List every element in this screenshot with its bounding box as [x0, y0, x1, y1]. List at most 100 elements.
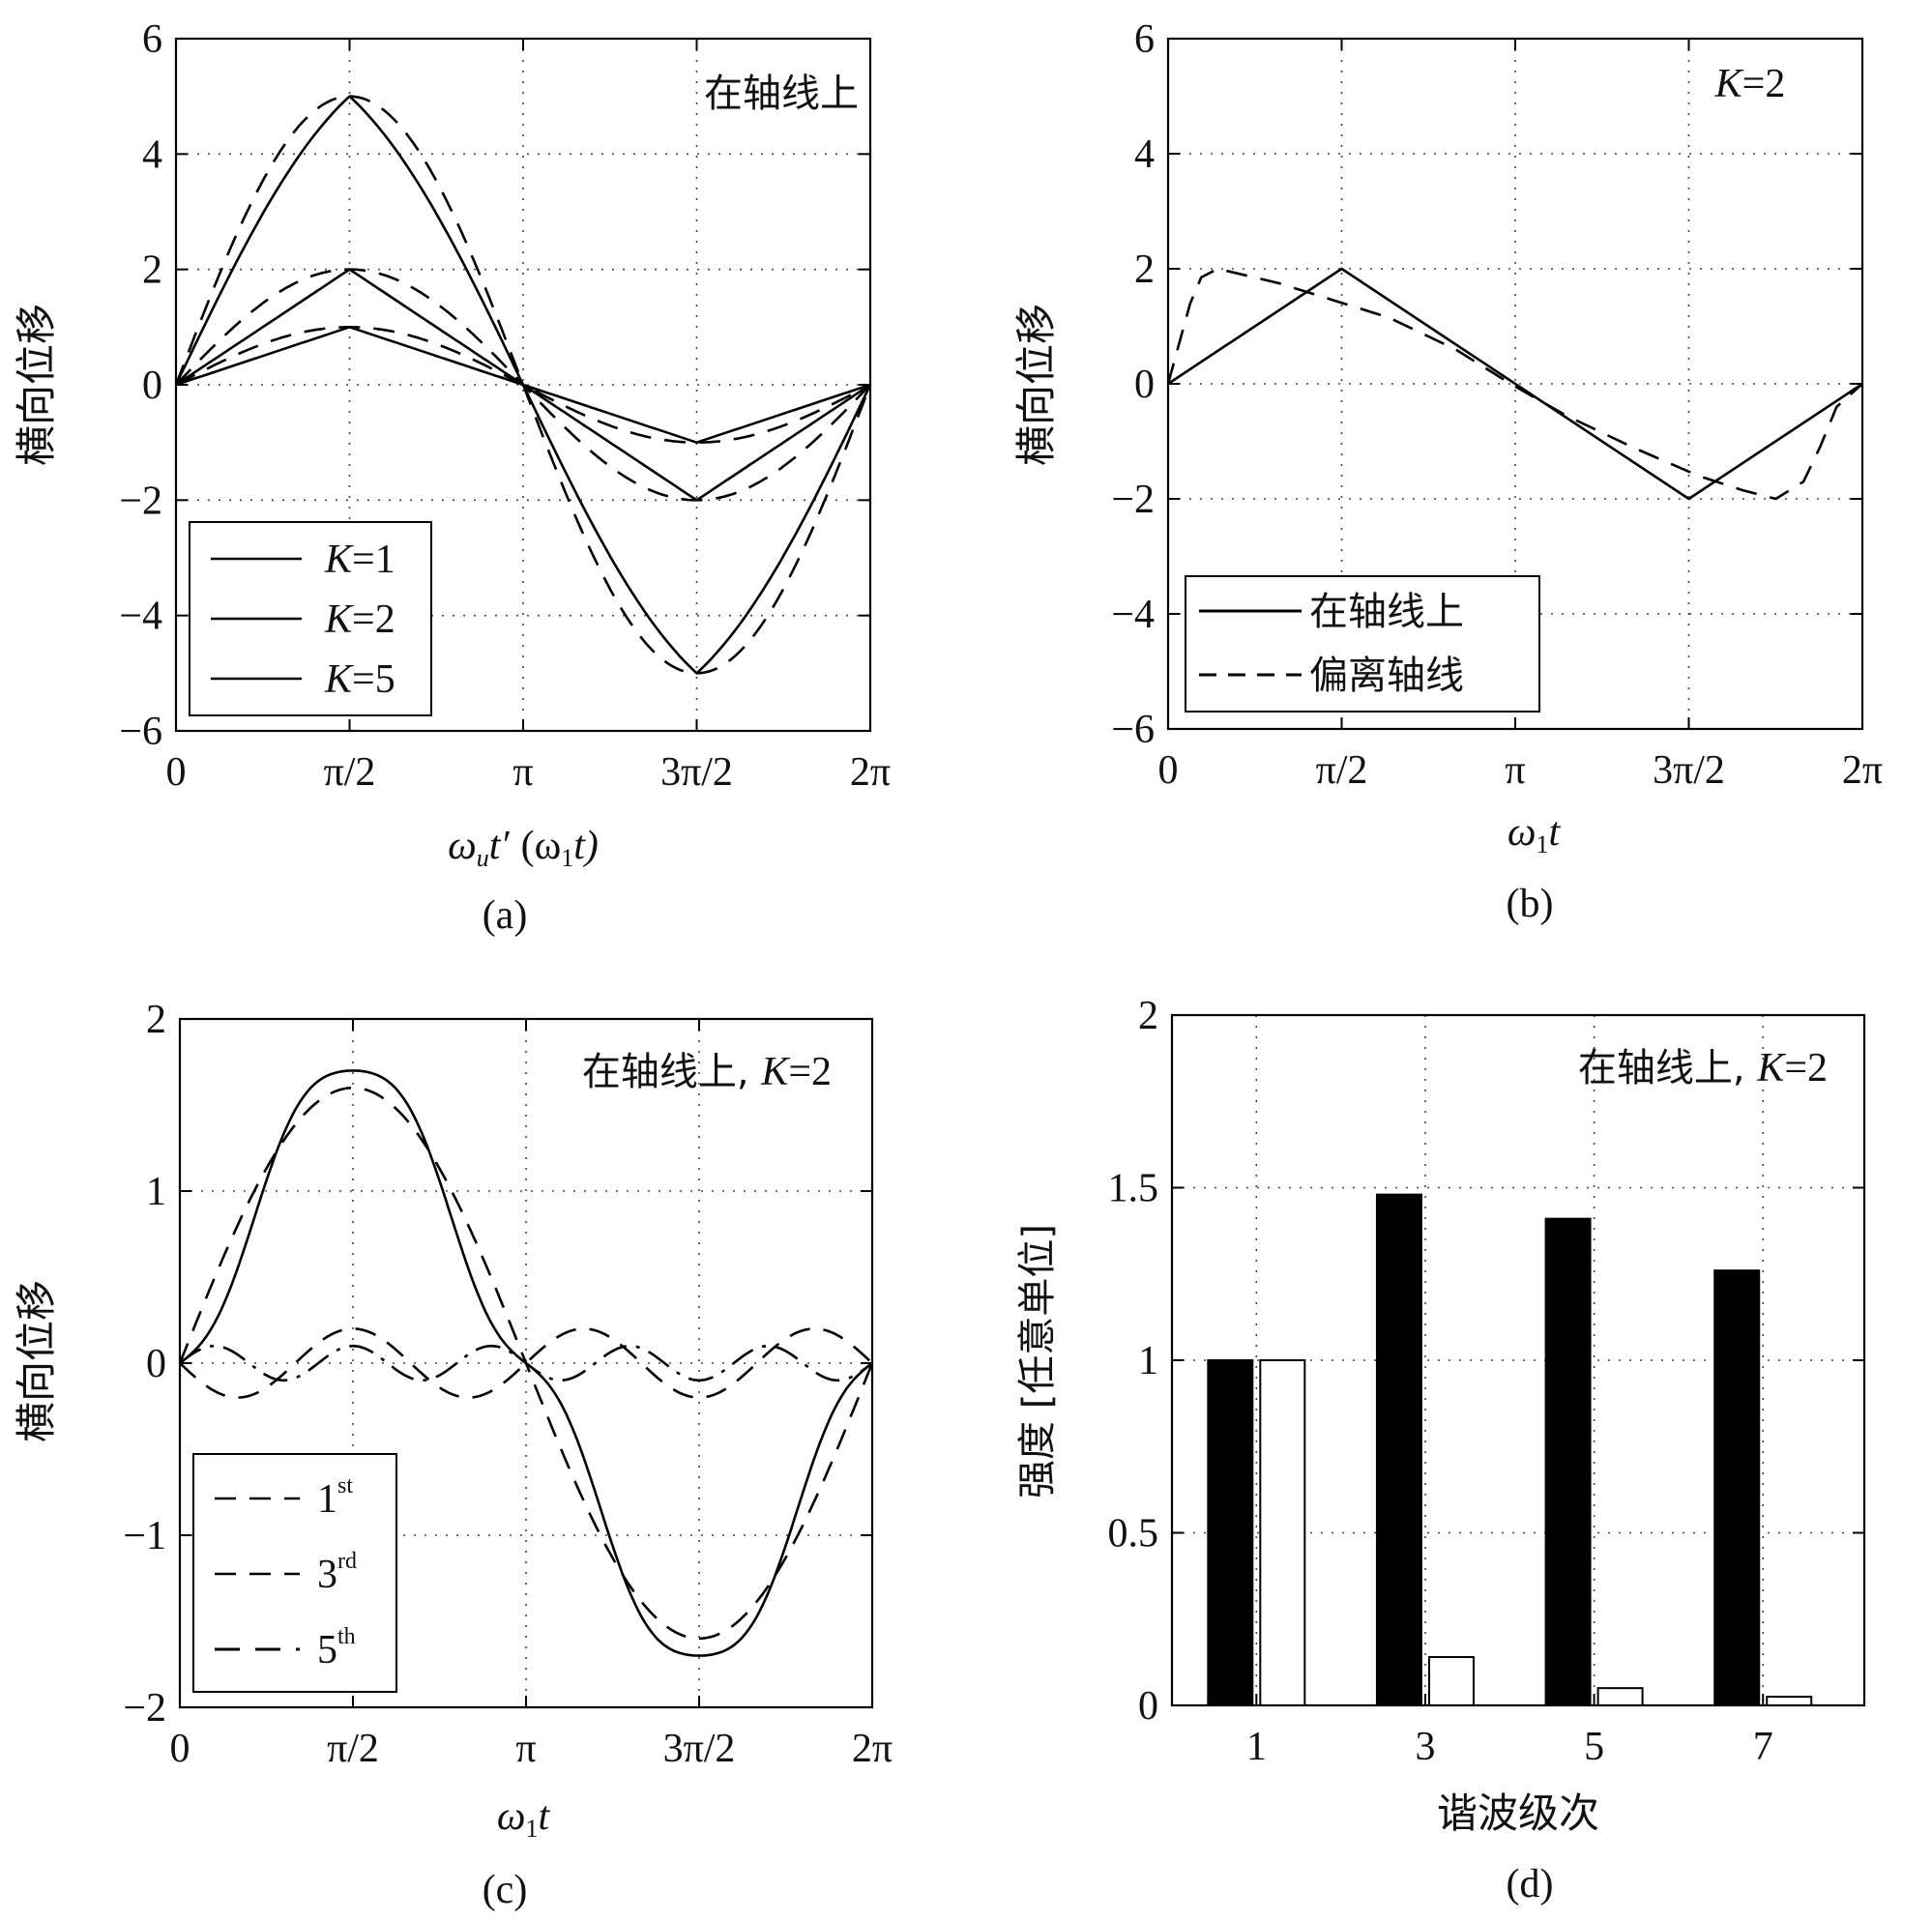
- xtick-label: 7: [1753, 1725, 1773, 1769]
- ytick-label: −6: [1111, 708, 1155, 752]
- ytick-label: −1: [123, 1514, 166, 1558]
- panel-b-label: (b): [1507, 882, 1554, 926]
- panel-c-axes-frame: [178, 1017, 874, 1709]
- panel-c-ylabel: 横向位移: [13, 1280, 60, 1442]
- xtick-label: π: [1505, 748, 1525, 793]
- ytick-label: 0: [1134, 363, 1155, 407]
- legend-c-label-1: 1st: [317, 1473, 353, 1522]
- xtick-label: 5: [1584, 1725, 1604, 1769]
- xtick-label: 3: [1415, 1725, 1435, 1769]
- xtick-label: 0: [170, 1727, 190, 1771]
- xtick-label: 2π: [852, 1727, 893, 1771]
- ytick-label: 2: [142, 248, 162, 293]
- xtick-label: π/2: [324, 750, 376, 795]
- ytick-label: 6: [1134, 17, 1155, 62]
- bar-black-1: [1207, 1359, 1254, 1706]
- panel-c-series: [178, 1069, 874, 1657]
- bar-white-7: [1766, 1696, 1813, 1706]
- panel-d-ticks: 2 1.5 1 0.5 0 1 3 5 7: [1108, 994, 1864, 1769]
- ytick-label: 2: [146, 998, 166, 1042]
- series-line-k5-dashed: [174, 95, 872, 675]
- ytick-label: 2: [1134, 247, 1155, 292]
- ytick-label: 0: [1138, 1684, 1158, 1729]
- bar-black-7: [1713, 1269, 1761, 1707]
- legend-a-label-3: K=5: [324, 657, 395, 702]
- ytick-label: 0: [146, 1342, 166, 1386]
- panel-b-ylabel: 横向位移: [1012, 304, 1060, 466]
- bar-black-5: [1544, 1217, 1592, 1706]
- xtick-label: 0: [166, 750, 187, 795]
- xtick-label: 0: [1158, 748, 1179, 793]
- panel-b-annotation: K=2: [1714, 62, 1786, 106]
- panel-c: 210−1−20 π/2 π 3π/2 2π 在轴线上, K=2 1st 3rd 5th…: [13, 998, 893, 1912]
- bar-white-3: [1427, 1656, 1475, 1707]
- legend-a-label-2: K=2: [324, 597, 395, 642]
- xtick-label: 3π/2: [660, 750, 733, 795]
- xtick-label: π: [512, 750, 533, 795]
- panel-b-legend: 在轴线上 偏离轴线: [1185, 575, 1540, 713]
- panel-d-ylabel: 强度 [任意单位]: [1015, 1224, 1060, 1498]
- xtick-label: 3π/2: [663, 1727, 736, 1771]
- ytick-label: 6: [142, 17, 162, 62]
- panel-b-xlabel: ω1t: [1508, 810, 1562, 858]
- panel-b-legend-box: [1185, 575, 1540, 713]
- ytick-label: 1: [1138, 1339, 1158, 1383]
- panel-c-legend: 1st 3rd 5th: [192, 1453, 397, 1693]
- panel-a-axes-frame: [174, 37, 872, 733]
- series-line-on-axis: [1167, 267, 1863, 501]
- ytick-label: 4: [1134, 132, 1155, 177]
- ytick-label: 2: [1138, 994, 1158, 1038]
- ytick-label: −6: [119, 710, 162, 754]
- xtick-label: 2π: [850, 750, 891, 795]
- panel-a-ylabel: 横向位移: [13, 304, 60, 466]
- panel-d-label: (d): [1507, 1862, 1554, 1906]
- xtick-label: 2π: [1842, 748, 1883, 793]
- xtick-label: π/2: [327, 1727, 379, 1771]
- ytick-label: −2: [1111, 478, 1155, 522]
- legend-c-label-2: 3rd: [317, 1549, 357, 1597]
- ytick-label: −2: [119, 479, 162, 523]
- legend-b-label-1: 在轴线上: [1309, 590, 1464, 634]
- ytick-label: 1.5: [1108, 1167, 1159, 1211]
- series-line-k5-solid: [174, 95, 872, 675]
- panel-d-axes-frame: [1170, 1013, 1866, 1707]
- panel-a-label: (a): [483, 893, 528, 938]
- panel-c-label: (c): [483, 1868, 528, 1912]
- panel-c-annotation: 在轴线上, K=2: [582, 1050, 832, 1094]
- legend-a-label-1: K=1: [324, 538, 395, 582]
- legend-b-label-2: 偏离轴线: [1309, 654, 1464, 698]
- ytick-label: 0.5: [1108, 1512, 1159, 1556]
- panel-c-ticks: 210−1−20 π/2 π 3π/2 2π: [123, 998, 893, 1771]
- panel-a-legend: K=1 K=2 K=5: [189, 521, 432, 716]
- series-line-off-axis: [1166, 267, 1863, 501]
- xtick-label: 3π/2: [1653, 748, 1725, 793]
- ytick-label: −4: [119, 595, 162, 639]
- series-line-5th: [179, 1344, 873, 1382]
- xtick-label: 1: [1246, 1725, 1267, 1769]
- bar-white-1: [1259, 1359, 1306, 1706]
- panel-d: 2 1.5 1 0.5 0 1 3 5 7 在轴线上, K=2 强度 [任意单位] 谐波级次 (…: [1015, 994, 1866, 1906]
- panel-b-series: [1166, 267, 1863, 501]
- panel-d-xlabel: 谐波级次: [1437, 1789, 1599, 1837]
- xtick-label: π: [515, 1727, 536, 1771]
- ytick-label: 4: [142, 132, 162, 177]
- ytick-label: −4: [1111, 593, 1155, 637]
- ytick-label: 0: [142, 364, 162, 408]
- panel-d-annotation: 在轴线上, K=2: [1578, 1046, 1828, 1091]
- legend-c-label-3: 5th: [317, 1624, 356, 1673]
- bar-black-3: [1375, 1193, 1422, 1706]
- panel-a-series: [174, 95, 872, 675]
- panel-b-axes-frame: [1166, 37, 1864, 731]
- panel-c-xlabel: ω1t: [497, 1794, 551, 1843]
- bar-white-5: [1596, 1687, 1644, 1707]
- xtick-label: π/2: [1316, 748, 1368, 793]
- panel-a-xlabel: ωut′ (ω1t): [448, 824, 599, 872]
- ytick-label: 1: [146, 1170, 166, 1214]
- panel-d-grid: [1172, 1015, 1864, 1705]
- panel-a-annotation: 在轴线上: [704, 72, 859, 116]
